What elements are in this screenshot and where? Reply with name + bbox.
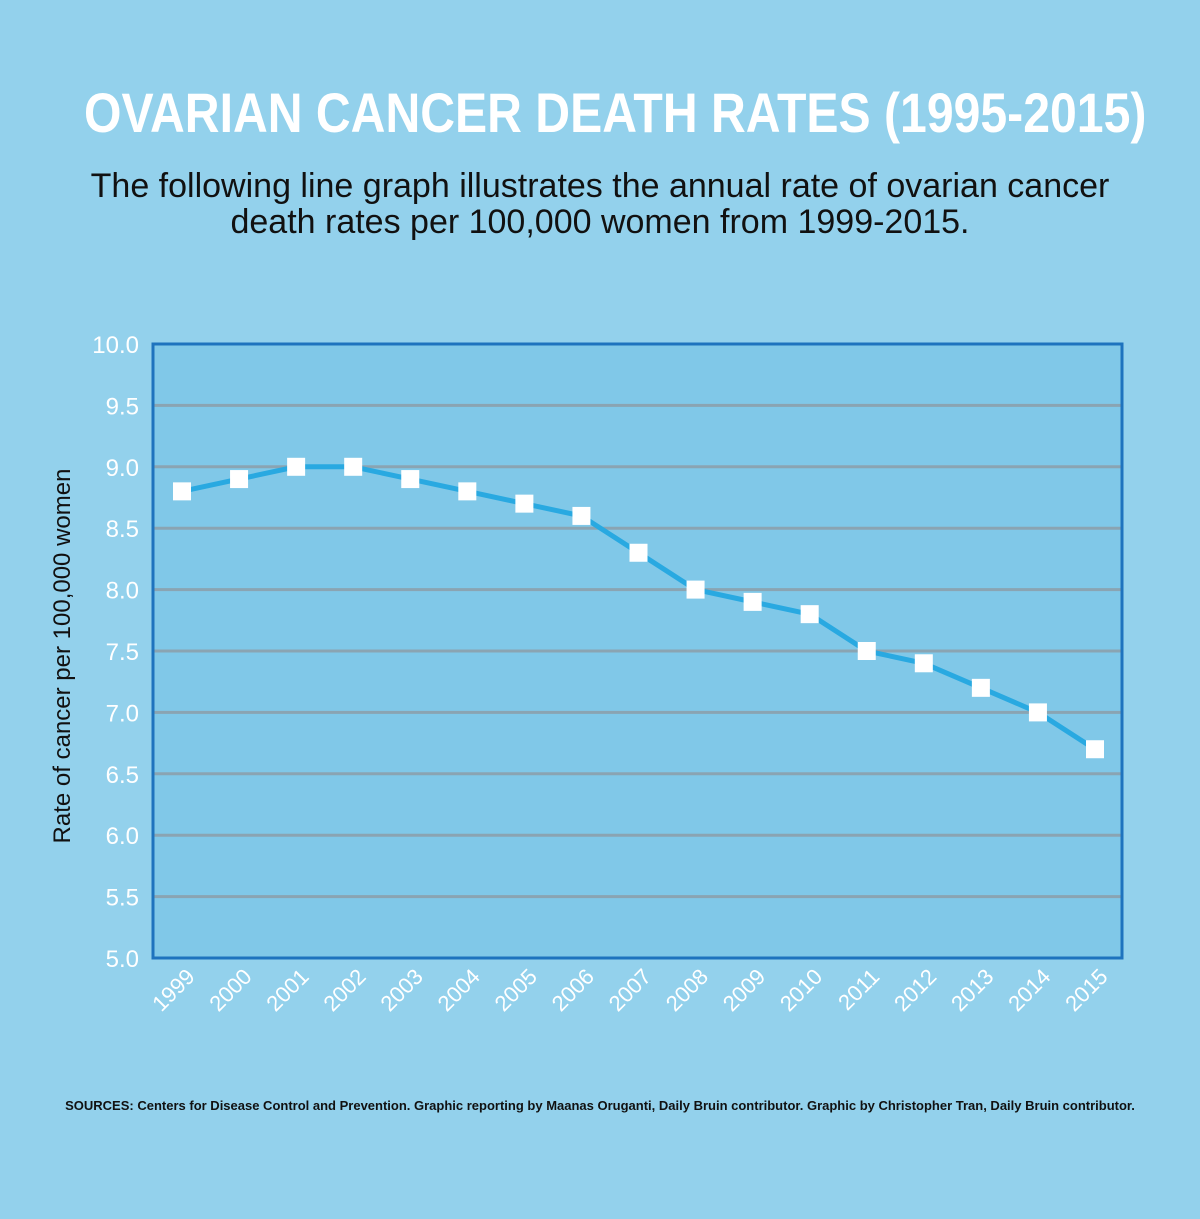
x-tick-label: 2013 — [946, 964, 998, 1016]
data-point-2000 — [230, 470, 249, 489]
data-point-2009 — [743, 592, 762, 611]
x-tick-label: 2009 — [718, 964, 770, 1016]
x-tick-label: 2012 — [889, 964, 941, 1016]
x-tick-label: 2011 — [833, 964, 884, 1015]
x-tick-label: 2000 — [204, 964, 256, 1016]
x-tick-label: 1999 — [147, 964, 199, 1016]
y-tick-label: 9.5 — [106, 393, 139, 420]
data-point-2007 — [629, 543, 648, 562]
y-tick-label: 9.0 — [106, 455, 139, 482]
data-point-2015 — [1086, 740, 1104, 759]
data-point-2003 — [401, 470, 420, 489]
x-tick-label: 2003 — [375, 964, 427, 1016]
y-tick-label: 6.5 — [106, 762, 139, 789]
x-tick-label: 2006 — [547, 964, 599, 1016]
data-point-2008 — [686, 580, 705, 599]
data-point-2014 — [1028, 703, 1047, 722]
x-tick-label: 2007 — [604, 964, 656, 1016]
data-point-2001 — [287, 457, 306, 476]
x-tick-label: 2008 — [661, 964, 713, 1016]
y-tick-label: 7.5 — [106, 639, 139, 666]
data-point-2013 — [971, 678, 990, 697]
y-axis-ticks: 5.0 5.5 6.0 6.5 7.0 7.5 8.0 8.5 9.0 9.5 10.0 — [92, 332, 139, 973]
x-tick-label: 2010 — [775, 964, 827, 1016]
y-tick-label: 5.0 — [106, 946, 139, 973]
data-point-2005 — [515, 494, 534, 513]
grid-lines — [153, 403, 1122, 899]
y-tick-label: 7.0 — [106, 700, 139, 727]
x-tick-label: 2002 — [318, 964, 370, 1016]
data-point-1999 — [173, 482, 191, 501]
x-tick-label: 2015 — [1060, 964, 1112, 1016]
y-tick-label: 8.5 — [106, 516, 139, 543]
x-tick-label: 2004 — [433, 964, 485, 1016]
data-point-2002 — [344, 457, 363, 476]
x-tick-label: 2005 — [490, 964, 542, 1016]
chart-title: OVARIAN CANCER DEATH RATES (1995-2015) — [84, 81, 1147, 144]
data-point-2004 — [458, 482, 477, 501]
data-markers — [173, 457, 1104, 759]
data-point-2010 — [800, 605, 819, 624]
data-point-2012 — [914, 654, 933, 673]
y-tick-label: 6.0 — [106, 823, 139, 850]
plot-border — [151, 342, 1124, 960]
x-tick-label: 2014 — [1003, 964, 1055, 1016]
y-tick-label: 5.5 — [106, 885, 139, 912]
x-axis-ticks: 1999 2000 2001 2002 2003 2004 2005 2006 2007 2008… — [147, 964, 1112, 1016]
data-point-2011 — [857, 642, 876, 660]
sources-credit: SOURCES: Centers for Disease Control and… — [65, 1098, 1135, 1113]
chart-subtitle: The following line graph illustrates the… — [90, 167, 1110, 241]
y-axis-label: Rate of cancer per 100,000 women — [49, 469, 76, 844]
y-tick-label: 10.0 — [92, 332, 139, 359]
x-tick-label: 2001 — [261, 964, 313, 1016]
data-point-2006 — [572, 506, 591, 525]
y-tick-label: 8.0 — [106, 578, 139, 605]
